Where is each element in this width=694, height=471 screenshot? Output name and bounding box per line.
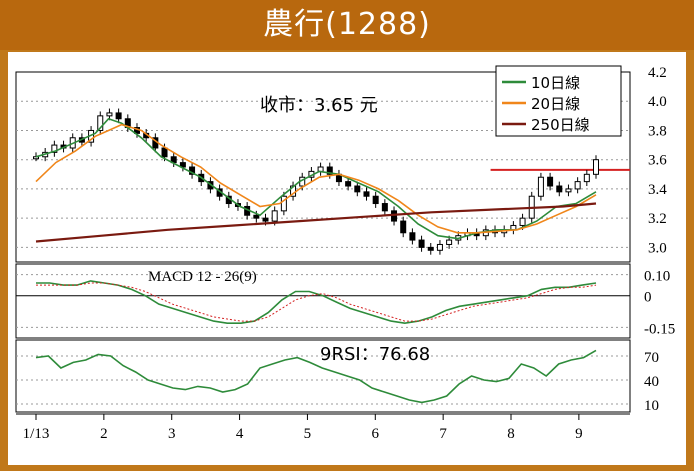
legend-label: 250日線 <box>531 116 590 134</box>
candle-body <box>565 188 572 193</box>
candle-body <box>51 144 58 153</box>
price-y-tick: 3.8 <box>648 123 667 139</box>
x-tick-label: 1/13 <box>23 426 50 442</box>
candle-body <box>106 112 113 117</box>
candle-body <box>427 246 434 251</box>
candle-body <box>363 191 370 197</box>
x-tick-label: 2 <box>100 426 108 442</box>
rsi-label: 9RSI：76.68 <box>320 344 430 365</box>
rsi-pane <box>15 339 631 413</box>
price-y-tick: 3.0 <box>648 240 667 256</box>
candle-body <box>593 159 599 175</box>
candle-body <box>115 112 122 120</box>
ma-line-250日線 <box>35 202 597 243</box>
macd-y-tick: 0 <box>644 290 652 306</box>
candle-body <box>446 239 453 245</box>
candle-body <box>547 176 554 187</box>
candle-body <box>317 166 324 172</box>
candle-body <box>345 181 352 187</box>
price-y-tick: 4.0 <box>648 94 667 110</box>
rsi-y-tick: 10 <box>644 398 659 414</box>
chart-panel: 4.2 4.0 3.8 3.6 3.4 3.2 3.0 10日線 20日線 250日線 收市：3.6… <box>8 52 686 465</box>
candle-body <box>519 217 526 226</box>
candle-body <box>583 173 590 183</box>
candle-body <box>253 214 260 219</box>
price-y-tick: 4.2 <box>648 65 667 81</box>
legend-label: 20日線 <box>531 95 580 113</box>
ma-line-20日線 <box>35 123 597 234</box>
chart-title: 農行(1288) <box>263 7 431 42</box>
candle-body <box>436 243 443 251</box>
macd-y-tick: -0.15 <box>644 321 675 337</box>
candle-body <box>262 217 269 222</box>
candle-body <box>97 115 104 131</box>
price-pane <box>15 71 631 263</box>
macd-line-MACD <box>36 280 597 325</box>
price-y-tick: 3.4 <box>648 182 667 198</box>
rsi-y-tick: 70 <box>644 350 659 366</box>
x-tick-label: 4 <box>236 426 244 442</box>
candle-body <box>574 181 581 190</box>
candle-body <box>537 176 544 197</box>
macd-line-Signal <box>36 282 597 322</box>
candle-body <box>271 210 278 222</box>
title-bar: 農行(1288) <box>0 0 694 50</box>
candle-body <box>556 185 563 193</box>
rsi-line <box>35 349 597 404</box>
candle-body <box>179 162 186 168</box>
price-y-tick: 3.6 <box>648 153 667 169</box>
x-tick-label: 5 <box>304 426 312 442</box>
x-tick-label: 9 <box>575 426 583 442</box>
candle-body <box>409 232 416 241</box>
candle-body <box>161 147 168 158</box>
x-tick-label: 6 <box>372 426 380 442</box>
rsi-y-tick: 40 <box>644 374 659 390</box>
ma-line-10日線 <box>35 117 597 240</box>
price-y-tick: 3.2 <box>648 211 667 227</box>
macd-label: MACD 12 - 26(9) <box>148 269 257 285</box>
candle-body <box>418 239 425 248</box>
candle-body <box>354 185 361 193</box>
candle-body <box>400 220 407 234</box>
candle-body <box>372 195 379 205</box>
x-tick-label: 3 <box>168 426 176 442</box>
candle-body <box>280 195 287 212</box>
macd-y-tick: 0.10 <box>644 269 670 285</box>
x-tick-label: 7 <box>439 426 447 442</box>
candle-body <box>326 166 333 175</box>
candle-body <box>381 203 388 212</box>
macd-pane <box>15 263 631 339</box>
close-price-label: 收市：3.65 元 <box>260 95 378 116</box>
legend-label: 10日線 <box>531 74 580 92</box>
x-tick-label: 8 <box>507 426 515 442</box>
chart-svg: 4.2 4.0 3.8 3.6 3.4 3.2 3.0 10日線 20日線 250日線 收市：3.6… <box>15 65 675 442</box>
